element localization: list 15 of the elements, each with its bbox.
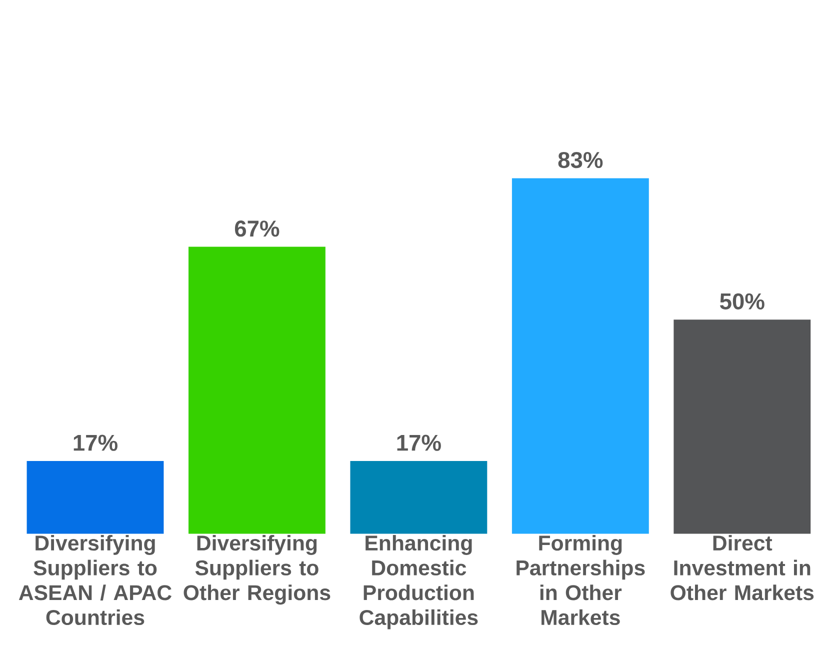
bar — [26, 461, 164, 534]
data-label: 83% — [558, 152, 603, 168]
data-label: 17% — [74, 434, 118, 451]
bar — [512, 178, 649, 534]
x-tick-label: Direct Investment in Other Markets — [670, 535, 814, 600]
data-label: 17% — [397, 434, 441, 451]
x-tick-label: Enhancing Domestic Production Capabilities — [360, 535, 478, 630]
x-tick-label: Forming Partnerships in Other Markets — [516, 535, 645, 626]
data-label: 50% — [720, 293, 764, 310]
bar — [674, 320, 811, 534]
x-tick-label: Diversifying Suppliers to ASEAN / APAC Countries — [18, 535, 172, 626]
bar — [350, 461, 488, 534]
data-label: 67% — [234, 220, 280, 237]
x-tick-label: Diversifying Suppliers to Other Regions — [184, 535, 330, 605]
bar — [188, 246, 326, 534]
